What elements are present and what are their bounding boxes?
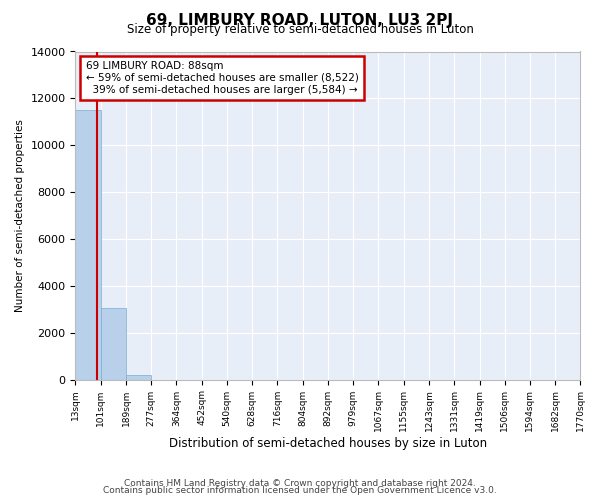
Text: Size of property relative to semi-detached houses in Luton: Size of property relative to semi-detach… bbox=[127, 22, 473, 36]
Text: Contains public sector information licensed under the Open Government Licence v3: Contains public sector information licen… bbox=[103, 486, 497, 495]
Text: 69 LIMBURY ROAD: 88sqm
← 59% of semi-detached houses are smaller (8,522)
  39% o: 69 LIMBURY ROAD: 88sqm ← 59% of semi-det… bbox=[86, 62, 358, 94]
Bar bbox=[101, 308, 126, 380]
Bar bbox=[76, 110, 101, 380]
Text: 69, LIMBURY ROAD, LUTON, LU3 2PJ: 69, LIMBURY ROAD, LUTON, LU3 2PJ bbox=[146, 12, 454, 28]
X-axis label: Distribution of semi-detached houses by size in Luton: Distribution of semi-detached houses by … bbox=[169, 437, 487, 450]
Text: Contains HM Land Registry data © Crown copyright and database right 2024.: Contains HM Land Registry data © Crown c… bbox=[124, 478, 476, 488]
Y-axis label: Number of semi-detached properties: Number of semi-detached properties bbox=[15, 119, 25, 312]
Bar bbox=[126, 375, 151, 380]
